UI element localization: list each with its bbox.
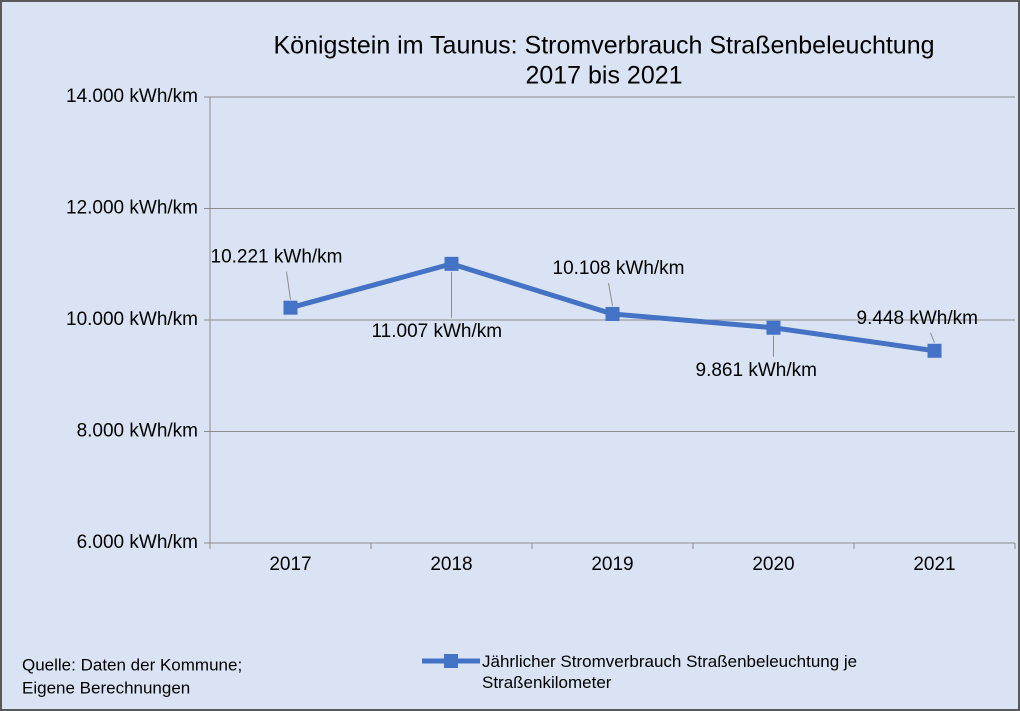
legend-label: Jährlicher Stromverbrauch Straßenbeleuch… (482, 652, 858, 692)
x-tick-label: 2018 (430, 554, 472, 575)
y-tick-label: 8.000 kWh/km (77, 421, 198, 442)
source-note: Eigene Berechnungen (22, 678, 190, 697)
data-label: 10.221 kWh/km (211, 247, 343, 268)
leader-line (286, 271, 291, 300)
leader-line (930, 332, 935, 343)
data-label: 9.448 kWh/km (857, 308, 978, 329)
x-tick-label: 2021 (913, 554, 955, 575)
data-label: 10.108 kWh/km (553, 258, 685, 279)
marker (444, 256, 459, 271)
y-tick-label: 10.000 kWh/km (66, 309, 198, 330)
marker (766, 320, 781, 335)
y-tick-label: 12.000 kWh/km (66, 198, 198, 219)
leader-line (608, 282, 613, 307)
data-label: 9.861 kWh/km (696, 360, 817, 381)
x-tick-label: 2019 (591, 554, 633, 575)
x-tick-label: 2017 (269, 554, 311, 575)
marker (283, 300, 298, 315)
chart-title: 2017 bis 2021 (525, 62, 682, 90)
y-tick-label: 6.000 kWh/km (77, 532, 198, 553)
data-label: 11.007 kWh/km (372, 321, 503, 342)
source-note: Quelle: Daten der Kommune; (22, 655, 242, 674)
y-tick-label: 14.000 kWh/km (66, 86, 198, 107)
legend-marker (444, 654, 458, 668)
marker (927, 343, 942, 358)
marker (605, 306, 620, 321)
chart-title: Königstein im Taunus: Stromverbrauch Str… (273, 32, 934, 60)
x-tick-label: 2020 (752, 554, 794, 575)
